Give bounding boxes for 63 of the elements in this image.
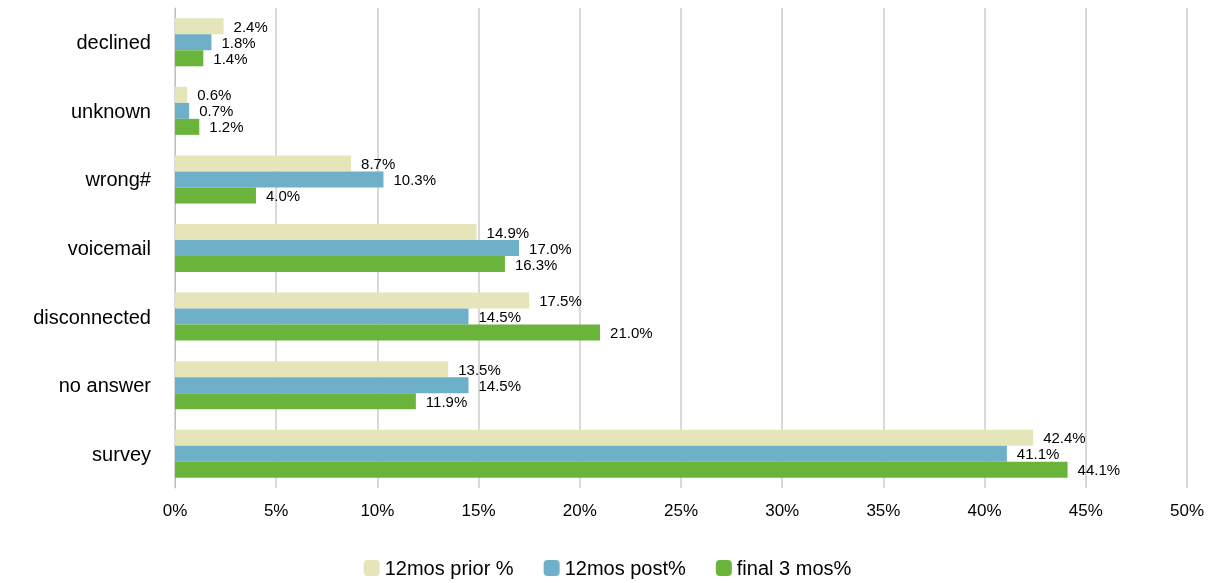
legend-label: 12mos post% [564, 557, 687, 579]
data-label: 14.9% [486, 223, 530, 241]
bar [175, 240, 520, 256]
data-label: 4.0% [265, 186, 301, 204]
y-tick-label: disconnected [33, 305, 151, 328]
data-label: 1.2% [209, 118, 244, 136]
data-label: 10.3% [393, 170, 437, 188]
data-label: 16.3% [514, 255, 558, 273]
bar [175, 324, 601, 341]
data-label: 1.4% [213, 49, 248, 67]
data-label: 1.8% [221, 33, 256, 51]
bar [175, 361, 449, 378]
bar [175, 461, 1068, 478]
y-tick-label: unknown [70, 99, 151, 122]
y-tick-label: declined [76, 31, 151, 54]
bar [175, 18, 224, 35]
x-tick-label: 10% [360, 501, 395, 520]
x-tick-label: 5% [263, 501, 289, 520]
y-tick-label: no answer [58, 374, 152, 397]
bar [175, 86, 188, 103]
data-label: 13.5% [458, 360, 501, 378]
x-tick-label: 25% [663, 501, 699, 520]
bar [175, 256, 505, 272]
bar [175, 429, 1034, 446]
data-label: 17.5% [539, 292, 582, 310]
data-label: 21.0% [610, 324, 653, 342]
bar [175, 393, 416, 410]
data-label: 14.5% [478, 376, 522, 394]
x-tick-label: 30% [765, 501, 800, 520]
bar [175, 445, 1007, 462]
bar [175, 50, 204, 67]
y-tick-label: voicemail [67, 237, 151, 259]
bar [175, 34, 212, 51]
data-label: 17.0% [529, 239, 572, 257]
y-tick-label: wrong# [84, 168, 152, 191]
bar [175, 224, 477, 240]
x-tick-label: 50% [1169, 501, 1205, 520]
data-label: 44.1% [1077, 461, 1121, 479]
data-label: 0.6% [197, 86, 232, 104]
y-tick-label: survey [92, 442, 151, 465]
x-tick-label: 0% [162, 501, 188, 520]
bar [175, 155, 352, 172]
bar [175, 118, 200, 135]
bar [175, 292, 530, 309]
data-label: 41.1% [1016, 445, 1060, 463]
legend-label: 12mos prior % [384, 557, 514, 579]
data-label: 11.9% [425, 392, 468, 410]
bar [175, 102, 190, 119]
legend-label: final 3 mos% [736, 557, 852, 579]
bar [175, 308, 469, 325]
x-tick-label: 20% [562, 501, 597, 520]
data-label: 14.5% [478, 308, 522, 326]
bar [175, 171, 384, 188]
x-tick-label: 45% [1068, 501, 1103, 520]
data-label: 8.7% [361, 154, 396, 172]
x-tick-label: 40% [967, 501, 1002, 520]
data-label: 0.7% [199, 102, 234, 120]
data-label: 2.4% [233, 17, 268, 35]
bar [175, 377, 469, 394]
x-tick-label: 15% [461, 501, 496, 520]
x-tick-label: 35% [866, 501, 901, 520]
bar [175, 187, 256, 204]
data-label: 42.4% [1043, 429, 1086, 447]
